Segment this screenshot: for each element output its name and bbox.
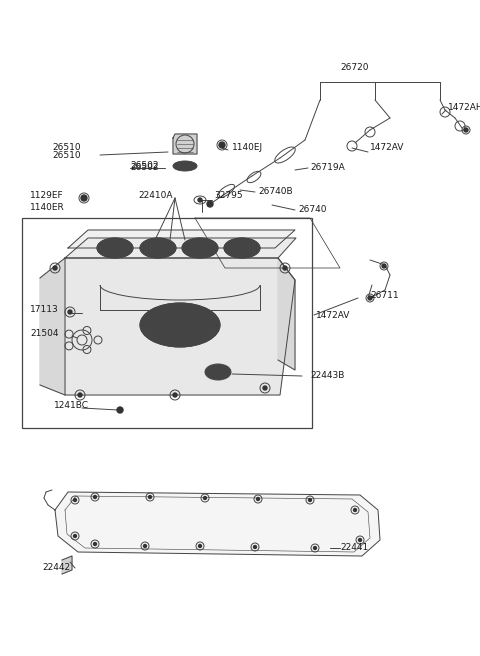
Text: 1129EF: 1129EF <box>30 192 64 201</box>
Text: 26719A: 26719A <box>310 163 345 173</box>
Circle shape <box>263 386 267 390</box>
Polygon shape <box>68 230 295 248</box>
Circle shape <box>256 497 260 501</box>
Text: 22442: 22442 <box>42 564 70 573</box>
Text: 26711: 26711 <box>370 291 398 300</box>
Circle shape <box>173 393 177 397</box>
Polygon shape <box>62 556 72 574</box>
Text: 1140ER: 1140ER <box>30 203 65 213</box>
Polygon shape <box>65 238 296 258</box>
Text: 22443B: 22443B <box>310 371 344 380</box>
Text: 26740B: 26740B <box>258 188 293 197</box>
Bar <box>22 218 312 428</box>
Ellipse shape <box>182 238 218 258</box>
Polygon shape <box>55 492 380 556</box>
Ellipse shape <box>140 303 220 347</box>
Circle shape <box>207 201 213 207</box>
Circle shape <box>368 296 372 300</box>
Circle shape <box>198 198 202 202</box>
Polygon shape <box>40 258 65 395</box>
Text: 22410A: 22410A <box>138 192 172 201</box>
Ellipse shape <box>213 369 223 375</box>
Ellipse shape <box>205 364 231 380</box>
Ellipse shape <box>224 238 260 258</box>
Circle shape <box>117 407 123 413</box>
Circle shape <box>219 142 225 148</box>
Circle shape <box>81 195 87 201</box>
Circle shape <box>68 310 72 314</box>
Text: 26502: 26502 <box>130 163 158 173</box>
Ellipse shape <box>140 238 176 258</box>
Text: 26502: 26502 <box>130 161 158 169</box>
Text: 22441: 22441 <box>340 544 368 552</box>
Circle shape <box>199 544 202 548</box>
Circle shape <box>359 539 361 541</box>
Circle shape <box>94 495 96 499</box>
Circle shape <box>253 546 256 548</box>
Polygon shape <box>278 258 295 370</box>
Text: 26720: 26720 <box>341 64 369 73</box>
Circle shape <box>353 508 357 512</box>
Polygon shape <box>173 134 197 154</box>
Circle shape <box>464 128 468 132</box>
Circle shape <box>73 499 76 501</box>
Circle shape <box>53 266 57 270</box>
Circle shape <box>73 535 76 537</box>
Ellipse shape <box>173 161 197 171</box>
Text: 1472AH: 1472AH <box>448 104 480 112</box>
Circle shape <box>144 544 146 548</box>
Text: 26740: 26740 <box>298 205 326 215</box>
Text: 21504: 21504 <box>30 329 59 338</box>
Circle shape <box>382 264 386 268</box>
Text: 1472AV: 1472AV <box>316 310 350 319</box>
Circle shape <box>313 546 316 550</box>
Text: 26510: 26510 <box>52 144 81 152</box>
Circle shape <box>283 266 287 270</box>
Circle shape <box>204 497 206 499</box>
Text: 1140EJ: 1140EJ <box>232 144 263 152</box>
Text: 32795: 32795 <box>214 192 242 201</box>
Ellipse shape <box>97 238 133 258</box>
Text: 26510: 26510 <box>52 150 81 159</box>
Circle shape <box>148 495 152 499</box>
Text: 1472AV: 1472AV <box>370 144 404 152</box>
Text: 1241BC: 1241BC <box>54 401 89 409</box>
Circle shape <box>94 543 96 546</box>
Polygon shape <box>65 258 295 395</box>
Circle shape <box>309 499 312 501</box>
Circle shape <box>78 393 82 397</box>
Text: 17113: 17113 <box>30 306 59 314</box>
